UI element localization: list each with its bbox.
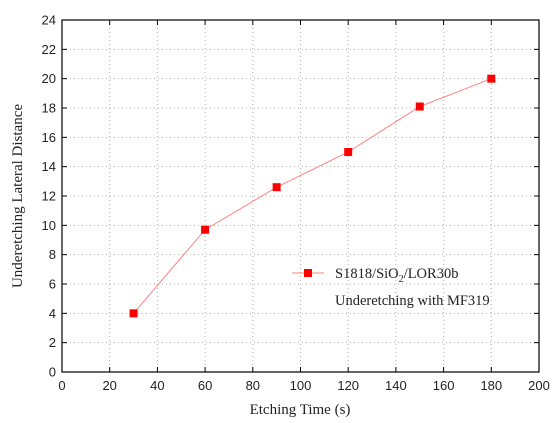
legend-label-post: /LOR30b [404, 266, 459, 282]
y-tick-label: 4 [49, 306, 56, 321]
x-tick-label: 0 [58, 378, 65, 393]
series-line [133, 78, 492, 314]
x-tick-label: 120 [337, 378, 359, 393]
data-point [129, 309, 138, 318]
y-tick-label: 8 [49, 247, 56, 262]
annotation-text: Underetching with MF319 [335, 293, 490, 309]
data-point [487, 74, 496, 83]
legend-label-sub: 2 [399, 274, 404, 285]
y-axis-title: Underetching Lateral Distance [10, 104, 26, 288]
y-tick-label: 16 [42, 130, 56, 145]
legend: S1818/SiO2/LOR30b Underetching with MF31… [292, 266, 490, 309]
x-tick-label: 200 [528, 378, 550, 393]
x-tick-label: 40 [150, 378, 164, 393]
legend-marker-swatch [304, 269, 312, 277]
x-tick-label: 140 [385, 378, 407, 393]
data-point [344, 148, 353, 156]
ticks: 0 20 40 60 80 100 120 140 160 180 2000246810121416… [42, 13, 550, 394]
y-tick-label: 14 [42, 159, 56, 174]
x-tick-label: 180 [480, 378, 502, 393]
grid [62, 20, 539, 372]
legend-label-pre: S1818/SiO [335, 266, 399, 282]
data-point [272, 183, 281, 192]
data-point [201, 225, 210, 234]
y-tick-label: 10 [42, 218, 56, 233]
y-tick-label: 18 [42, 101, 56, 116]
y-tick-label: 22 [42, 42, 56, 57]
series-layer [129, 74, 496, 318]
x-tick-label: 80 [246, 378, 260, 393]
x-axis-title: Etching Time (s) [250, 402, 351, 418]
y-tick-label: 20 [42, 71, 56, 86]
y-tick-label: 12 [42, 189, 56, 204]
legend-series-label: S1818/SiO2/LOR30b [335, 266, 458, 285]
x-tick-label: 60 [198, 378, 212, 393]
data-point [415, 102, 424, 111]
y-tick-label: 0 [49, 365, 56, 380]
x-tick-label: 160 [433, 378, 455, 393]
y-tick-label: 2 [49, 335, 56, 350]
x-tick-label: 100 [290, 378, 312, 393]
y-tick-label: 24 [42, 13, 56, 28]
x-tick-label: 20 [102, 378, 116, 393]
y-tick-label: 6 [49, 277, 56, 292]
